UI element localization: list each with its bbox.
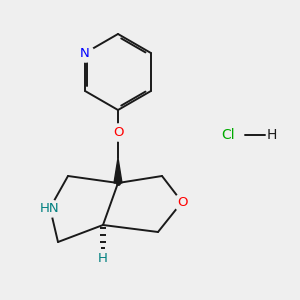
- Text: H: H: [267, 128, 277, 142]
- Text: HN: HN: [40, 202, 60, 214]
- Text: Cl: Cl: [221, 128, 235, 142]
- Text: N: N: [80, 46, 90, 59]
- Text: H: H: [98, 251, 108, 265]
- Polygon shape: [114, 158, 122, 183]
- Text: O: O: [177, 196, 187, 208]
- Text: O: O: [113, 125, 123, 139]
